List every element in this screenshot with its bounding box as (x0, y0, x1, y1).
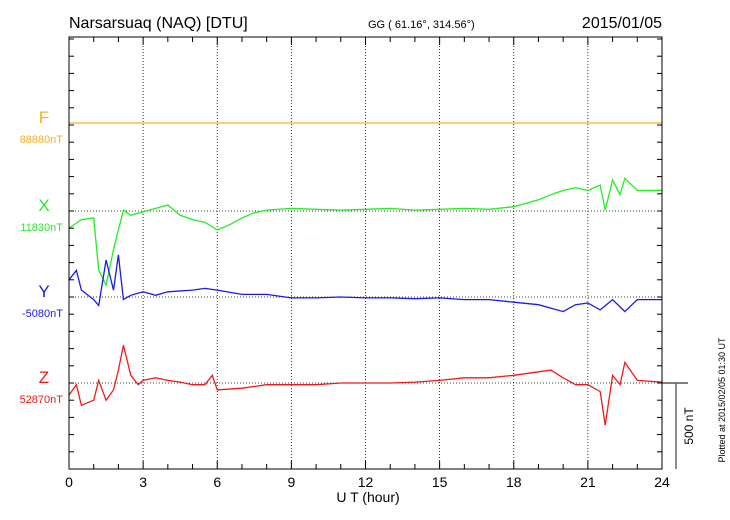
series-name-f: F (39, 108, 49, 127)
grid (69, 37, 662, 469)
baseline-value-z: 52870nT (20, 394, 64, 406)
date: 2015/01/05 (582, 15, 662, 32)
x-axis-label: U T (hour) (336, 489, 399, 505)
coordinates: GG ( 61.16°, 314.56°) (368, 19, 475, 31)
x-tick-label: 6 (213, 474, 221, 490)
x-axis: 0 3 6 9 12 15 18 21 24 (65, 37, 670, 490)
baseline-value-f: 88880nT (20, 134, 64, 146)
x-tick-label: 21 (580, 474, 596, 490)
x-tick-label: 9 (287, 474, 295, 490)
series-labels: F 88880nT X 11830nT Y -5080nT Z 52870nT (20, 108, 64, 406)
series-name-x: X (38, 196, 49, 215)
x-tick-label: 0 (65, 474, 73, 490)
x-tick-label: 24 (654, 474, 670, 490)
series-line-z (68, 345, 663, 426)
station-title: Narsarsuaq (NAQ) [DTU] (69, 15, 248, 32)
series-line-x (68, 177, 662, 287)
x-tick-label: 18 (506, 474, 522, 490)
series-name-z: Z (39, 368, 49, 387)
baseline-value-x: 11830nT (20, 222, 63, 234)
series-name-y: Y (38, 282, 49, 301)
scale-label: 500 nT (682, 407, 696, 445)
x-tick-label: 15 (432, 474, 448, 490)
series-lines (68, 122, 663, 426)
series-line-y (68, 254, 662, 313)
x-tick-label: 3 (139, 474, 147, 490)
plotted-at: Plotted at 2015/02/05 01:30 UT (717, 337, 727, 463)
x-tick-label: 12 (358, 474, 374, 490)
baseline-value-y: -5080nT (22, 308, 63, 320)
